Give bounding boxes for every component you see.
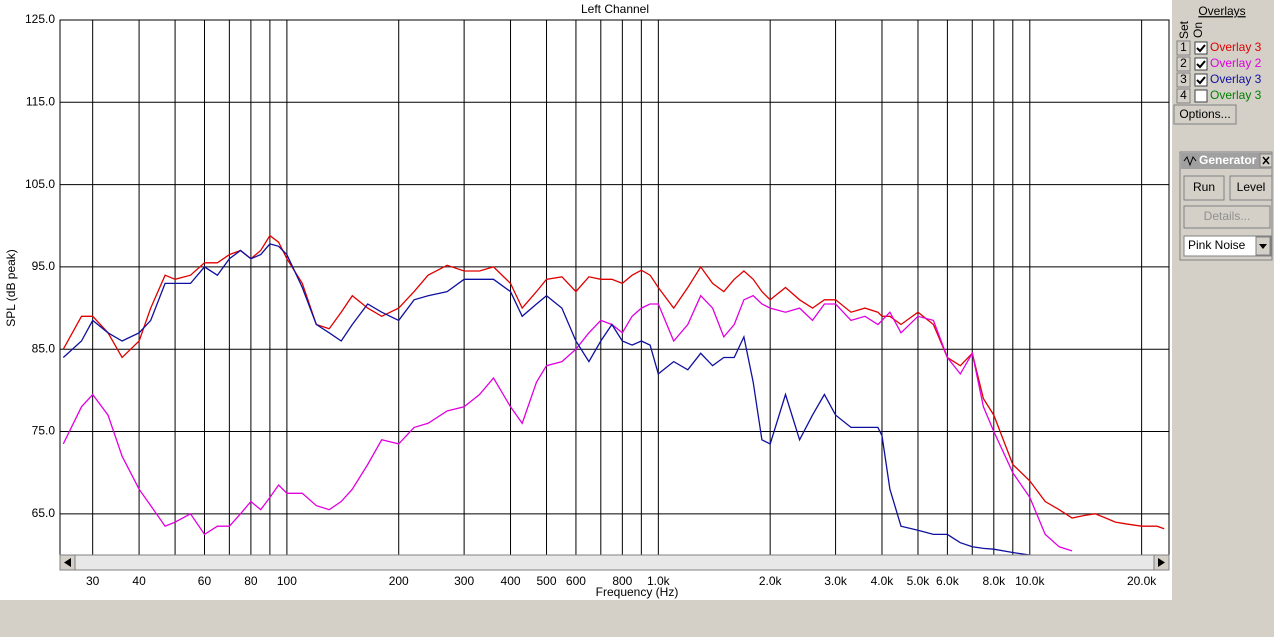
- generator-titlebar: [1181, 153, 1271, 169]
- x-tick-label: 60: [198, 574, 212, 588]
- signal-select[interactable]: [1183, 235, 1272, 257]
- options-button[interactable]: [1173, 104, 1237, 125]
- y-axis-label: SPL (dB peak): [4, 249, 18, 327]
- x-tick-label: 10.0k: [1015, 574, 1045, 588]
- set-button[interactable]: [1176, 56, 1191, 72]
- check-mark: [1196, 44, 1206, 53]
- set-number: 2: [1180, 56, 1187, 70]
- options-label: Options...: [1179, 107, 1230, 121]
- x-tick-label: 2.0k: [759, 574, 783, 588]
- run-label: Run: [1193, 180, 1215, 194]
- on-label: On: [1191, 22, 1205, 38]
- y-tick-label: 75.0: [32, 424, 56, 438]
- x-tick-label: 600: [566, 574, 586, 588]
- y-tick-label: 115.0: [26, 94, 55, 108]
- overlay-checkbox[interactable]: [1194, 41, 1208, 55]
- set-button[interactable]: [1176, 72, 1191, 88]
- set-number: 4: [1180, 88, 1187, 102]
- x-tick-label: 30: [86, 574, 100, 588]
- generator-icon: [1183, 155, 1197, 167]
- arrow-icon: [1158, 558, 1165, 567]
- chart-title: Left Channel: [581, 2, 649, 16]
- y-tick-label: 105.0: [25, 177, 55, 191]
- series-line: [62, 234, 1165, 530]
- check-mark: [1196, 76, 1206, 85]
- y-tick-label: 95.0: [32, 259, 56, 273]
- arrow-icon: [64, 558, 71, 567]
- x-tick-label: 200: [389, 574, 409, 588]
- generator-title: Generator: [1199, 153, 1257, 167]
- set-number: 1: [1180, 40, 1187, 54]
- signal-label: Pink Noise: [1188, 238, 1246, 252]
- x-tick-label: 800: [612, 574, 632, 588]
- legend-label: Overlay 3: [1210, 72, 1262, 86]
- overlay-checkbox[interactable]: [1194, 73, 1208, 87]
- y-tick-label: 125.0: [25, 12, 55, 26]
- set-number: 3: [1180, 72, 1187, 86]
- overlays-title: Overlays: [1198, 4, 1245, 18]
- x-tick-label: 400: [501, 574, 521, 588]
- x-tick-label: 500: [537, 574, 557, 588]
- run-button[interactable]: [1183, 175, 1225, 201]
- x-tick-label: 6.0k: [936, 574, 960, 588]
- set-label: Set: [1177, 20, 1191, 39]
- check-mark: [1196, 60, 1206, 69]
- set-button[interactable]: [1176, 40, 1191, 56]
- x-tick-label: 8.0k: [982, 574, 1006, 588]
- legend-label: Overlay 2: [1210, 56, 1262, 70]
- plot: 65.0 75.0 85.0 95.0 105.0 115.0 125.0 30 40 60 80 1…: [25, 12, 1170, 588]
- x-tick-label: 5.0k: [907, 574, 931, 588]
- y-tick-label: 65.0: [32, 506, 56, 520]
- close-icon: [1262, 156, 1270, 165]
- y-tick-label: 85.0: [32, 341, 56, 355]
- details-label: Details...: [1204, 209, 1251, 223]
- set-button[interactable]: [1176, 88, 1191, 104]
- level-button[interactable]: [1229, 175, 1273, 201]
- details-button[interactable]: [1183, 205, 1271, 229]
- series-line: [62, 243, 1030, 556]
- level-label: Level: [1237, 180, 1266, 194]
- x-tick-label: 20.0k: [1127, 574, 1157, 588]
- x-tick-label: 4.0k: [871, 574, 895, 588]
- x-axis-label: Frequency (Hz): [596, 585, 679, 599]
- legend-label: Overlay 3: [1210, 88, 1262, 102]
- x-tick-label: 300: [454, 574, 474, 588]
- x-tick-label: 40: [132, 574, 146, 588]
- overlay-checkbox[interactable]: [1194, 89, 1208, 103]
- overlay-list: 1 Overlay 3 2 Overlay 2 3 Overlay 3 4 Overlay 3: [1176, 40, 1262, 104]
- overlay-checkbox[interactable]: [1194, 57, 1208, 71]
- x-tick-label: 100: [277, 574, 297, 588]
- arrow-icon: [1259, 244, 1267, 249]
- scrollbar[interactable]: [59, 554, 1170, 571]
- legend-label: Overlay 3: [1210, 40, 1262, 54]
- x-tick-label: 3.0k: [824, 574, 848, 588]
- x-tick-label: 1.0k: [647, 574, 671, 588]
- plot-area: [59, 19, 1170, 556]
- x-tick-label: 80: [244, 574, 258, 588]
